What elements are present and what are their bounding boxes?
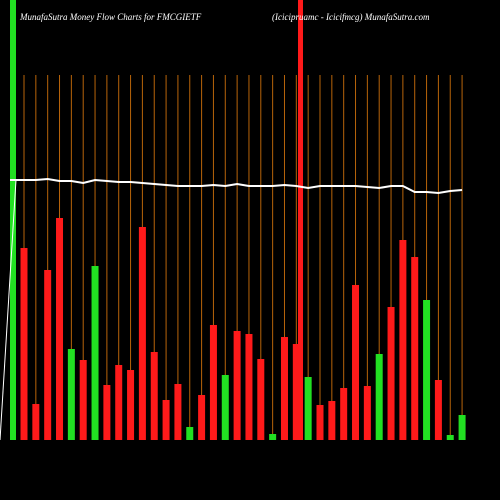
bar (292, 344, 300, 440)
chart-subtitle: (Icicipruamc - Icicifmcg) MunafaSutra.co… (272, 12, 430, 22)
bar (434, 380, 442, 440)
bar (458, 415, 466, 440)
bar (375, 354, 383, 440)
bar (174, 384, 182, 440)
chart-title: MunafaSutra Money Flow Charts for FMCGIE… (19, 12, 202, 22)
bar (162, 400, 170, 440)
bar (328, 401, 336, 440)
bar (209, 325, 217, 440)
bar (340, 388, 348, 440)
money-flow-line (10, 177, 463, 195)
bar (269, 434, 277, 440)
bar (115, 365, 123, 440)
bar (103, 385, 111, 440)
bar (186, 427, 194, 440)
bar (127, 370, 135, 440)
marker-green (10, 0, 16, 440)
bar (423, 300, 431, 440)
bar (387, 307, 395, 440)
bar (67, 349, 75, 440)
bar (138, 227, 146, 440)
bar (316, 405, 324, 440)
bar (32, 404, 40, 440)
bar (20, 248, 28, 440)
bar (352, 285, 360, 440)
bar (411, 257, 419, 440)
bar (304, 377, 312, 440)
bar (79, 360, 87, 440)
bar (280, 337, 288, 440)
bar (44, 270, 52, 440)
bar (150, 352, 158, 440)
bar (198, 395, 206, 440)
bar (446, 435, 454, 440)
bar (233, 331, 241, 440)
bar (363, 386, 371, 440)
bar (399, 240, 407, 440)
base-line (0, 179, 17, 441)
bar (91, 266, 99, 440)
bar (245, 334, 253, 440)
marker-red (298, 0, 303, 440)
bar (221, 375, 229, 440)
bar (257, 359, 265, 440)
bar (56, 218, 64, 440)
